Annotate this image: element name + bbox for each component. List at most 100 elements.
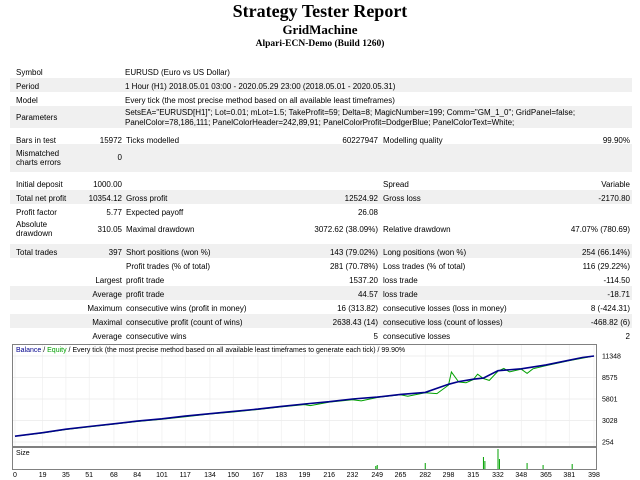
legend-model: / Every tick (the most precise method ba… <box>67 347 406 354</box>
size-frame <box>12 447 597 470</box>
y-tick-label: 5801 <box>602 397 618 404</box>
short-positions-label: Short positions (won %) <box>126 248 211 257</box>
profit-trades-value: 281 (70.78%) <box>329 262 378 271</box>
avg-consec-losses-label: consecutive losses <box>383 332 451 341</box>
ticks-label: Ticks modelled <box>126 136 180 145</box>
x-tick-label: 265 <box>395 472 407 479</box>
mismatched-value: 0 <box>117 153 122 162</box>
absolute-dd-label-1: Absolute <box>16 220 48 229</box>
x-tick-label: 216 <box>323 472 335 479</box>
x-axis: 0 19 35 51 68 84 101 117 134 150 167 183 199 216 232 24… <box>13 472 600 479</box>
symbol-value: EURUSD (Euro vs US Dollar) <box>125 68 230 77</box>
spread-value: Variable <box>601 180 630 189</box>
x-tick-label: 35 <box>62 472 70 479</box>
x-tick-label: 398 <box>588 472 600 479</box>
relative-dd-value: 47.07% (780.69) <box>570 225 630 234</box>
x-tick-label: 249 <box>371 472 383 479</box>
profit-trades-label: Profit trades (% of total) <box>126 262 211 271</box>
absolute-dd-value: 310.05 <box>97 225 122 234</box>
max-consec-wins-label: consecutive wins (profit in money) <box>126 304 247 313</box>
largest-profit-label: profit trade <box>126 276 165 285</box>
net-profit-label: Total net profit <box>16 194 67 203</box>
average-consec-label: Average <box>92 332 122 341</box>
profit-factor-label: Profit factor <box>16 208 57 217</box>
x-tick-label: 282 <box>419 472 431 479</box>
legend-balance: Balance <box>16 347 41 354</box>
long-positions-value: 254 (66.14%) <box>581 248 630 257</box>
y-tick-label: 3028 <box>602 418 618 425</box>
long-positions-label: Long positions (won %) <box>383 248 467 257</box>
y-tick-label: 8575 <box>602 375 618 382</box>
average-loss-value: -18.71 <box>607 290 630 299</box>
parameters-line2: PanelColor=78,186,111; PanelColorHeader=… <box>125 118 515 127</box>
x-tick-label: 167 <box>252 472 264 479</box>
row-bg-period <box>10 78 632 92</box>
largest-loss-value: -114.50 <box>603 276 630 285</box>
mismatched-label-1: Mismatched <box>16 149 60 158</box>
max-consec-losses-value: 8 (-424.31) <box>590 304 630 313</box>
row-bg-total-trades <box>10 244 632 258</box>
x-tick-label: 0 <box>13 472 17 479</box>
total-trades-value: 397 <box>108 248 122 257</box>
period-label: Period <box>16 82 40 91</box>
avg-consec-wins-label: consecutive wins <box>126 332 187 341</box>
bars-label: Bars in test <box>16 136 57 145</box>
legend-equity: Equity <box>47 347 67 354</box>
largest-profit-value: 1537.20 <box>349 276 378 285</box>
x-tick-label: 84 <box>133 472 141 479</box>
quality-label: Modelling quality <box>383 136 443 145</box>
expected-payoff-label: Expected payoff <box>126 208 184 217</box>
balance-chart: 11348 8575 5801 3028 254 Balance / Equity / … <box>12 344 621 447</box>
net-profit-value: 10354.12 <box>88 194 122 203</box>
x-tick-label: 19 <box>39 472 47 479</box>
row-bg-maximal <box>10 314 632 328</box>
average-label: Average <box>92 290 122 299</box>
expected-payoff-value: 26.08 <box>357 208 378 217</box>
model-label: Model <box>16 96 38 105</box>
size-chart: Size <box>12 447 597 470</box>
quality-value: 99.90% <box>602 136 630 145</box>
avg-consec-losses-value: 2 <box>625 332 630 341</box>
maximal-label: Maximal <box>92 318 122 327</box>
loss-trades-label: Loss trades (% of total) <box>383 262 466 271</box>
loss-trades-value: 116 (29.22%) <box>582 262 630 271</box>
x-tick-label: 150 <box>227 472 239 479</box>
x-tick-label: 199 <box>299 472 311 479</box>
profit-factor-value: 5.77 <box>106 208 122 217</box>
maximal-dd-value: 3072.62 (38.09%) <box>314 225 378 234</box>
x-tick-label: 101 <box>156 472 168 479</box>
row-bg-parameters <box>10 106 632 128</box>
ticks-value: 60227947 <box>342 136 378 145</box>
size-label: Size <box>16 450 30 457</box>
maximal-consec-profit-value: 2638.43 (14) <box>332 318 378 327</box>
bars-value: 15972 <box>99 136 122 145</box>
x-tick-label: 183 <box>275 472 287 479</box>
y-tick-label: 254 <box>602 440 614 447</box>
parameters-line1: SetsEA="EURUSD[H1]"; Lot=0.01; mLot=1.5;… <box>125 108 576 117</box>
max-consec-losses-label: consecutive losses (loss in money) <box>383 304 507 313</box>
legend-sep: / <box>41 347 47 354</box>
x-tick-label: 315 <box>467 472 479 479</box>
deposit-label: Initial deposit <box>16 180 63 189</box>
deposit-value: 1000.00 <box>93 180 122 189</box>
model-value: Every tick (the most precise method base… <box>125 96 395 105</box>
max-consec-wins-value: 16 (313.82) <box>337 304 378 313</box>
row-bg-mismatched <box>10 144 632 172</box>
parameters-label: Parameters <box>16 113 58 122</box>
maximum-label: Maximum <box>87 304 122 313</box>
absolute-dd-label-2: drawdown <box>16 229 53 238</box>
avg-consec-wins-value: 5 <box>373 332 378 341</box>
average-profit-label: profit trade <box>126 290 165 299</box>
gross-loss-value: -2170.80 <box>598 194 630 203</box>
largest-loss-label: loss trade <box>383 276 418 285</box>
gross-loss-label: Gross loss <box>383 194 421 203</box>
x-tick-label: 381 <box>563 472 575 479</box>
gross-profit-value: 12524.92 <box>344 194 378 203</box>
x-tick-label: 68 <box>110 472 118 479</box>
maximal-consec-loss-value: -468.82 (6) <box>590 318 630 327</box>
chart-legend: Balance / Equity / Every tick (the most … <box>16 347 405 354</box>
short-positions-value: 143 (79.02%) <box>329 248 378 257</box>
maximal-consec-loss-label: consecutive loss (count of losses) <box>383 318 503 327</box>
average-profit-value: 44.57 <box>357 290 378 299</box>
gross-profit-label: Gross profit <box>126 194 168 203</box>
